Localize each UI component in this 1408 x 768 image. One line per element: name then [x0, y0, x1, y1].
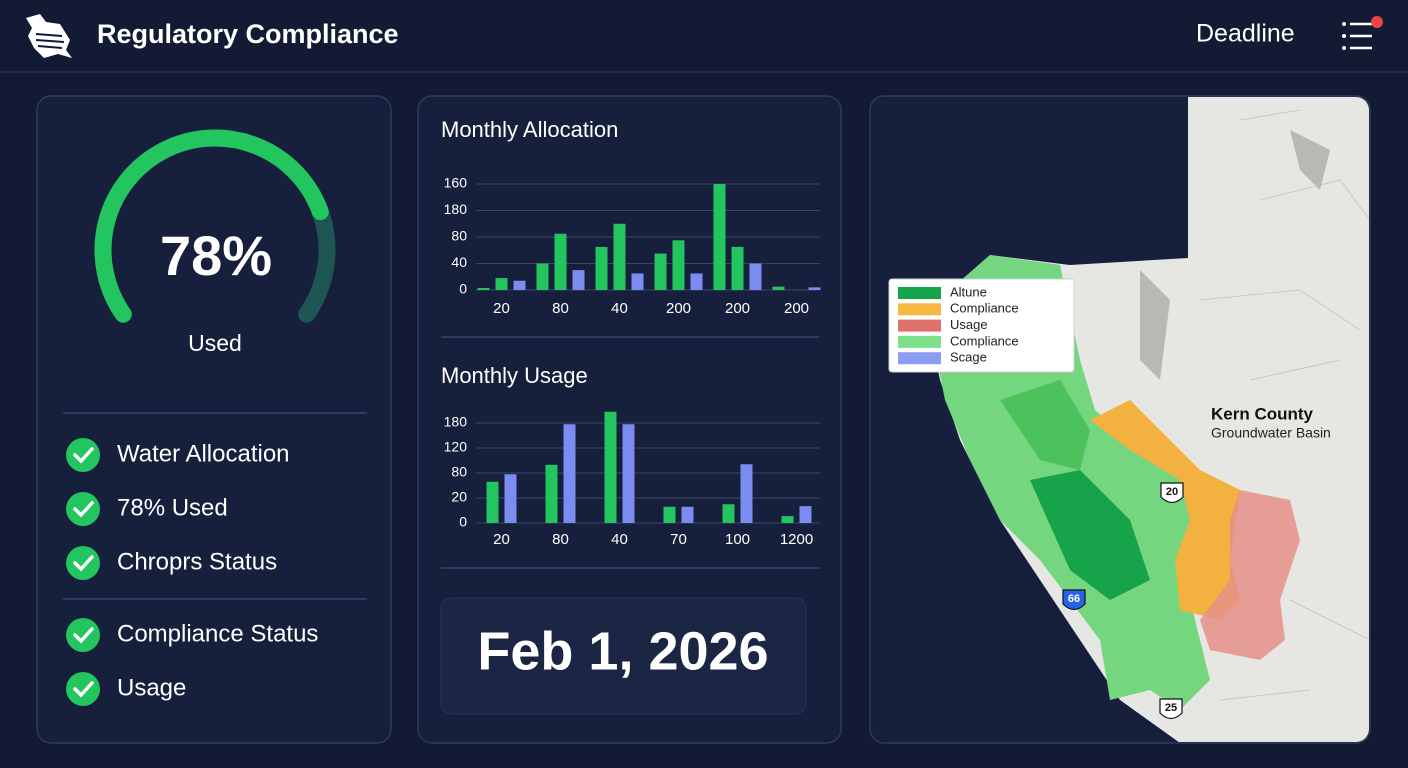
x-tick-label: 1200: [780, 531, 813, 548]
menu-button[interactable]: [1342, 16, 1383, 50]
bar: [781, 516, 794, 523]
y-tick-label: 0: [459, 281, 467, 297]
date-card: [440, 597, 807, 715]
status-panel: [36, 95, 392, 744]
y-tick-label: 80: [451, 228, 467, 244]
bar: [631, 273, 644, 290]
legend-label: Scage: [950, 350, 987, 365]
x-tick-label: 20: [493, 531, 510, 548]
header-title: Regulatory Compliance: [97, 19, 399, 49]
bar: [690, 273, 703, 290]
bar: [713, 184, 726, 290]
region-subtitle: Groundwater Basin: [1211, 425, 1331, 441]
deadline-button[interactable]: Deadline: [1196, 20, 1295, 48]
y-tick-label: 180: [444, 414, 468, 430]
road-shield-label: 66: [1068, 593, 1080, 605]
bar: [504, 474, 517, 523]
x-tick-label: 20: [493, 300, 510, 317]
x-tick-label: 40: [611, 300, 628, 317]
bar: [495, 278, 508, 290]
bar: [749, 263, 762, 290]
check-label: Usage: [117, 674, 186, 701]
road-shield: [1062, 589, 1086, 611]
region-label: Kern County: [1211, 404, 1314, 423]
x-tick-label: 80: [552, 300, 569, 317]
road-shield-label: 20: [1166, 486, 1178, 498]
chart-title: Monthly Usage: [441, 363, 588, 388]
legend-swatch: [898, 287, 941, 299]
check-mark: [73, 627, 94, 644]
x-tick-label: 100: [725, 531, 750, 548]
check-icon: [66, 618, 100, 652]
map-legend: [888, 278, 1075, 373]
bar: [595, 246, 608, 290]
bar: [740, 464, 753, 523]
legend-swatch: [898, 319, 941, 332]
bar: [681, 506, 694, 523]
bar: [731, 246, 744, 290]
chart-title: Monthly Allocation: [441, 117, 618, 142]
bar: [654, 253, 667, 290]
legend-swatch: [898, 352, 941, 365]
y-tick-label: 0: [459, 514, 467, 530]
check-mark: [73, 447, 94, 464]
legend-label: Usage: [950, 317, 988, 332]
x-tick-label: 200: [725, 300, 750, 317]
bar: [536, 263, 549, 290]
legend-label: Compliance: [950, 333, 1019, 348]
bar: [513, 280, 526, 290]
bar: [722, 504, 735, 523]
y-tick-label: 20: [451, 489, 467, 505]
date-text: Feb 1, 2026: [477, 621, 768, 681]
x-tick-label: 200: [784, 300, 809, 317]
check-label: Chroprs Status: [117, 548, 277, 575]
gauge-value: 78%: [160, 224, 272, 287]
bar: [545, 464, 558, 523]
bar: [604, 411, 617, 523]
legend-label: Compliance: [950, 301, 1019, 316]
check-label: Compliance Status: [117, 620, 318, 647]
y-tick-label: 120: [444, 439, 468, 455]
y-tick-label: 80: [451, 464, 467, 480]
y-tick-label: 180: [444, 201, 468, 217]
x-tick-label: 70: [670, 531, 687, 548]
bar: [808, 287, 821, 290]
legend-swatch: [898, 303, 941, 316]
x-tick-label: 80: [552, 531, 569, 548]
gauge-fill: [94, 129, 329, 323]
legend-label: Altune: [950, 284, 987, 299]
check-icon: [66, 546, 100, 580]
road-shield: [1160, 482, 1184, 504]
check-icon: [66, 492, 100, 526]
check-mark: [73, 681, 94, 698]
bar: [772, 286, 785, 290]
map: [871, 97, 1369, 742]
check-mark: [73, 501, 94, 518]
bar: [477, 288, 490, 290]
check-label: 78% Used: [117, 494, 228, 521]
bar: [622, 424, 635, 523]
bar: [799, 506, 812, 523]
check-icon: [66, 438, 100, 472]
bar: [663, 506, 676, 523]
y-tick-label: 40: [451, 254, 467, 270]
x-tick-label: 40: [611, 531, 628, 548]
bar: [563, 424, 576, 523]
bar: [572, 270, 585, 290]
legend-swatch: [898, 335, 941, 348]
bar: [672, 240, 685, 290]
bar: [613, 223, 626, 290]
check-mark: [73, 555, 94, 572]
logo: [26, 14, 72, 58]
check-label: Water Allocation: [117, 440, 290, 467]
road-shield: [1159, 698, 1183, 720]
bar: [486, 481, 499, 523]
x-tick-label: 200: [666, 300, 691, 317]
gauge-caption: Used: [188, 330, 242, 356]
check-icon: [66, 672, 100, 706]
y-tick-label: 160: [444, 175, 468, 191]
road-shield-label: 25: [1165, 702, 1177, 714]
bar: [554, 233, 567, 290]
